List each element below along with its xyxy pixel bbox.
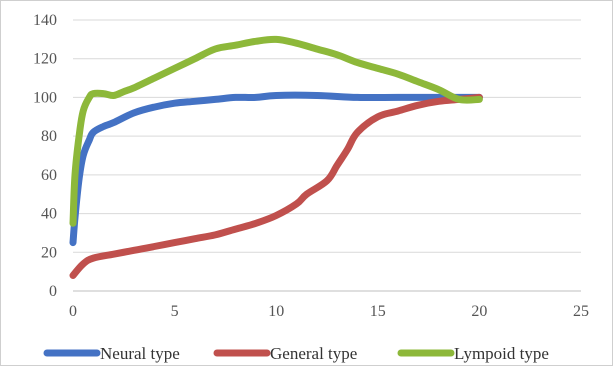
y-tick-label: 40 — [41, 206, 57, 223]
x-tick-label: 5 — [171, 303, 179, 320]
series-line-neural-type — [69, 91, 483, 247]
y-tick-label: 140 — [33, 12, 57, 29]
y-tick-label: 60 — [41, 167, 57, 184]
y-tick-label: 100 — [33, 89, 57, 106]
series-line-general-type — [69, 93, 483, 279]
series-line-lympoid-type — [69, 35, 483, 227]
legend-label-general-type: General type — [270, 344, 357, 363]
x-tick-label: 0 — [69, 303, 77, 320]
series-lines — [69, 35, 483, 279]
x-tick-label: 25 — [573, 303, 589, 320]
legend-label-lympoid-type: Lympoid type — [454, 344, 549, 363]
axis-ticks: 0 20 40 60 80 100 120 140 0 5 10 15 20 25 — [33, 12, 589, 320]
legend-label-neural-type: Neural type — [100, 344, 180, 363]
x-tick-label: 15 — [370, 303, 386, 320]
legend: Neural type General type Lympoid type — [43, 344, 549, 363]
y-tick-label: 0 — [49, 283, 57, 300]
x-tick-label: 20 — [471, 303, 487, 320]
y-tick-label: 20 — [41, 244, 57, 261]
x-tick-label: 10 — [268, 303, 284, 320]
y-tick-label: 120 — [33, 51, 57, 68]
y-tick-label: 80 — [41, 128, 57, 145]
